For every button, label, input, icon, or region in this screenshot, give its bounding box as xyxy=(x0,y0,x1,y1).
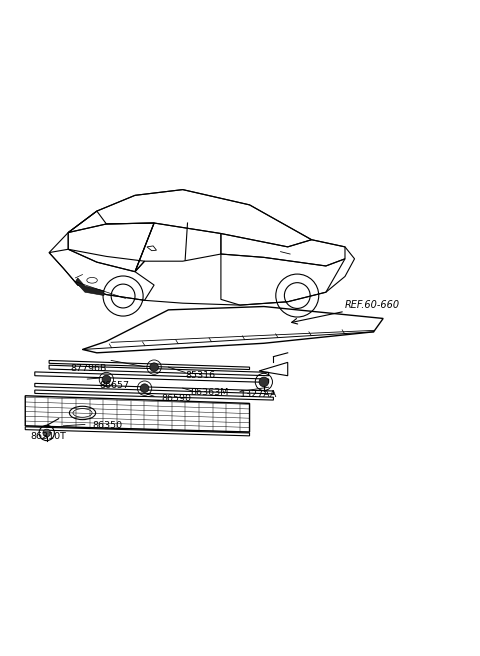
Circle shape xyxy=(102,375,111,384)
Circle shape xyxy=(150,363,158,371)
Circle shape xyxy=(43,429,50,437)
Text: 85316: 85316 xyxy=(185,371,215,380)
Circle shape xyxy=(140,384,149,392)
Text: 86350: 86350 xyxy=(92,421,122,430)
Polygon shape xyxy=(75,278,104,296)
Text: 86657: 86657 xyxy=(99,380,129,390)
Text: 86310T: 86310T xyxy=(30,432,66,441)
Circle shape xyxy=(259,377,269,386)
Text: REF.60-660: REF.60-660 xyxy=(345,300,400,310)
Text: 86590: 86590 xyxy=(161,394,191,403)
Text: 1327AA: 1327AA xyxy=(240,390,277,400)
Text: 87796B: 87796B xyxy=(70,364,107,373)
Text: 86363M: 86363M xyxy=(190,388,228,397)
